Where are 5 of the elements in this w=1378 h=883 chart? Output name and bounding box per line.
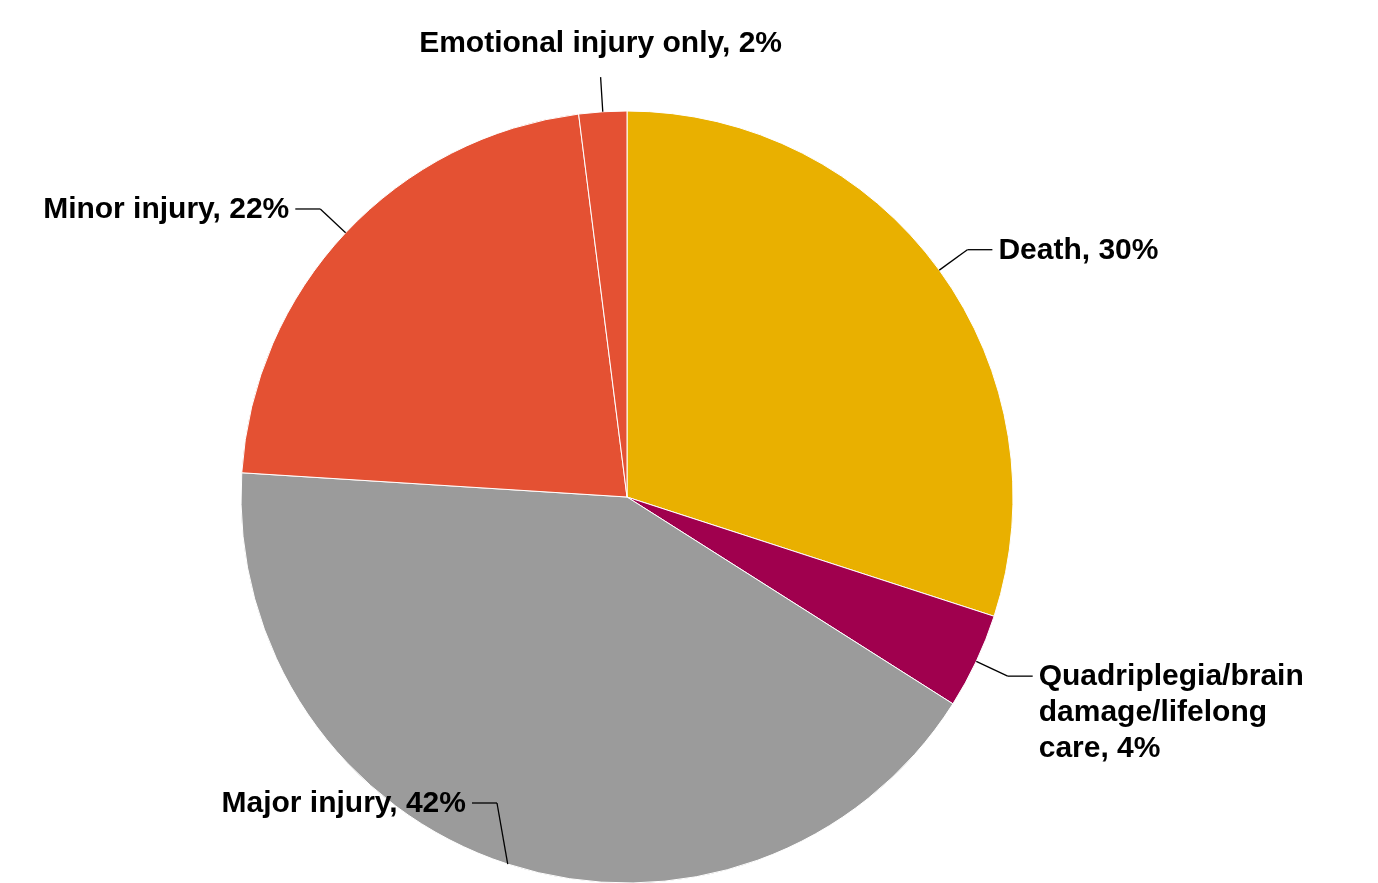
slice-label: Quadriplegia/brain damage/lifelong care, 4% <box>1038 658 1304 764</box>
slice-label: Major injury, 42% <box>221 785 466 818</box>
slice-label: Emotional injury only, 2% <box>419 25 782 59</box>
slice-label: Minor injury, 22% <box>43 190 290 224</box>
slice-label: Death, 30% <box>998 231 1159 265</box>
